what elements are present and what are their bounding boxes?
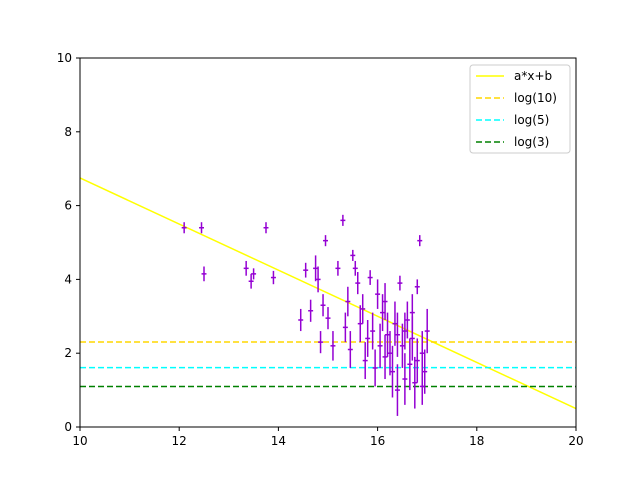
data-point xyxy=(387,331,393,376)
x-tick-label: 14 xyxy=(271,434,286,448)
data-point xyxy=(347,331,353,368)
data-point xyxy=(201,266,207,282)
data-point xyxy=(375,279,381,309)
data-point xyxy=(402,353,408,405)
fit-line xyxy=(80,177,576,410)
legend-label: a*x+b xyxy=(514,69,552,83)
data-point xyxy=(367,270,373,285)
x-tick-label: 16 xyxy=(370,434,385,448)
data-point xyxy=(318,331,324,354)
data-point xyxy=(263,222,269,234)
legend: a*x+b log(10) log(5) log(3) xyxy=(469,64,571,154)
data-point xyxy=(365,319,371,357)
data-point xyxy=(298,308,304,332)
data-point xyxy=(362,342,368,380)
data-point xyxy=(377,323,383,368)
data-point xyxy=(385,312,390,357)
data-point xyxy=(303,262,309,278)
data-point xyxy=(345,286,351,317)
data-point xyxy=(355,272,361,295)
data-point xyxy=(330,331,336,361)
y-tick-label: 0 xyxy=(64,420,72,434)
data-point xyxy=(402,312,408,350)
data-point xyxy=(308,299,314,322)
legend-label: log(3) xyxy=(514,135,549,149)
data-point xyxy=(392,301,398,346)
y-tick-label: 10 xyxy=(57,51,72,65)
data-point xyxy=(414,338,420,383)
legend-label: log(5) xyxy=(514,113,549,127)
legend-label: log(10) xyxy=(514,91,557,105)
data-point xyxy=(372,349,378,387)
x-tick-label: 20 xyxy=(568,434,583,448)
data-point xyxy=(181,222,187,234)
data-point xyxy=(251,268,257,280)
plot-area xyxy=(80,177,576,416)
data-point xyxy=(323,235,328,247)
data-point xyxy=(414,279,420,295)
data-point xyxy=(352,260,358,276)
data-point xyxy=(335,260,341,276)
data-point xyxy=(394,364,400,416)
data-point xyxy=(370,312,376,350)
data-point xyxy=(325,307,331,330)
y-tick-label: 6 xyxy=(64,199,72,213)
y-tick-label: 4 xyxy=(64,272,72,286)
data-point xyxy=(382,283,388,320)
data-point xyxy=(357,305,363,343)
y-tick-label: 2 xyxy=(64,346,72,360)
data-point xyxy=(424,308,430,354)
legend-box xyxy=(469,64,571,154)
x-tick-label: 12 xyxy=(172,434,187,448)
data-point xyxy=(412,356,418,409)
y-tick-label: 8 xyxy=(64,125,72,139)
data-point xyxy=(382,334,388,380)
data-point xyxy=(315,266,321,293)
axes-frame xyxy=(79,57,577,428)
data-point xyxy=(313,255,319,282)
data-point xyxy=(360,294,366,324)
data-point xyxy=(380,294,386,332)
data-point xyxy=(199,222,204,234)
data-point xyxy=(394,312,400,357)
data-point xyxy=(340,214,346,226)
data-point xyxy=(270,270,276,285)
axis-ticks: 10 12 14 16 18 20 0 2 4 6 8 10 xyxy=(57,51,584,448)
data-point xyxy=(342,312,348,343)
data-point xyxy=(320,294,326,317)
x-tick-label: 18 xyxy=(469,434,484,448)
data-point xyxy=(419,367,425,405)
x-tick-label: 10 xyxy=(72,434,87,448)
data-point xyxy=(350,249,356,261)
data-point xyxy=(248,273,254,289)
data-point xyxy=(404,301,410,339)
data-point xyxy=(409,294,415,332)
data-point xyxy=(407,338,413,391)
data-point xyxy=(417,235,423,247)
data-point xyxy=(397,275,403,291)
data-point xyxy=(390,345,395,398)
data-point xyxy=(243,260,249,276)
